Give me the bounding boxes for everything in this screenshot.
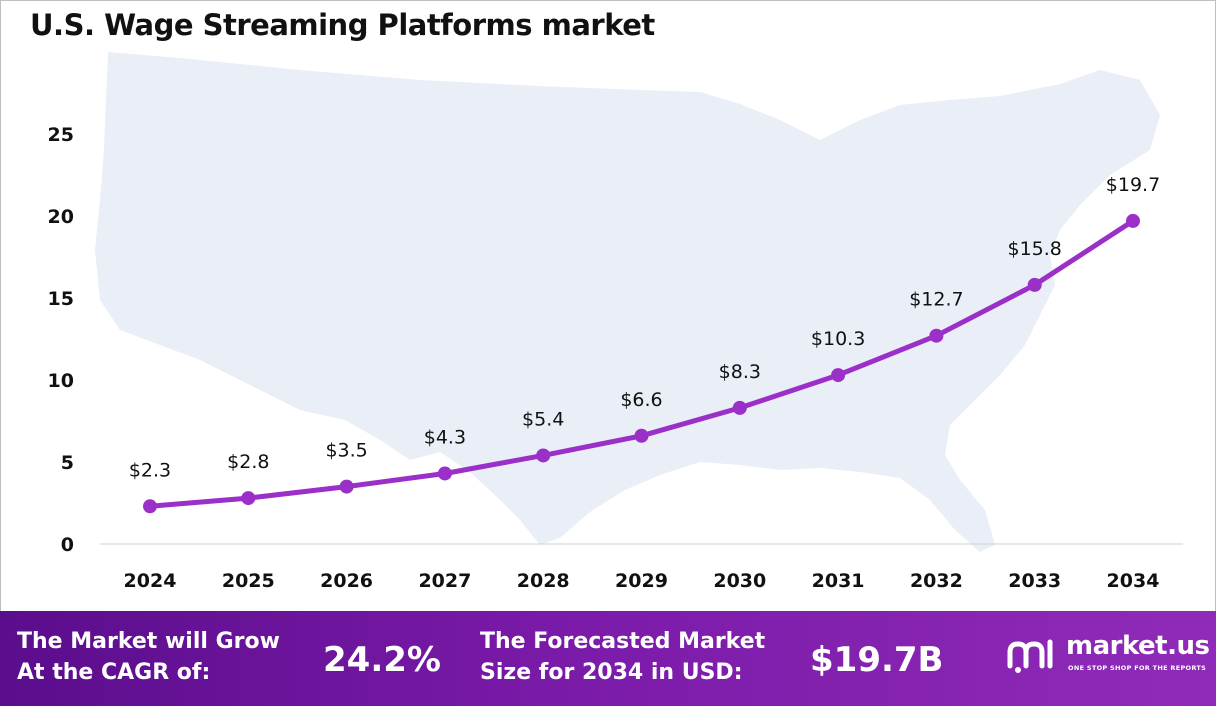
y-tick-label: 10 bbox=[48, 370, 74, 392]
y-tick-label: 5 bbox=[61, 452, 74, 474]
x-tick-label: 2026 bbox=[320, 570, 373, 592]
x-tick-label: 2031 bbox=[812, 570, 865, 592]
data-label: $12.7 bbox=[909, 289, 963, 311]
data-label: $15.8 bbox=[1007, 238, 1061, 260]
data-point bbox=[1126, 213, 1140, 228]
data-point bbox=[1027, 277, 1042, 292]
x-tick-label: 2027 bbox=[418, 570, 471, 592]
brand-name: market.us bbox=[1066, 631, 1210, 661]
data-point bbox=[929, 328, 944, 343]
data-point bbox=[437, 466, 452, 481]
data-point bbox=[634, 428, 649, 443]
y-tick-label: 25 bbox=[48, 124, 74, 146]
data-label: $10.3 bbox=[811, 328, 865, 350]
forecast-value: $19.7B bbox=[810, 640, 944, 680]
data-points bbox=[143, 213, 1140, 514]
x-tick-label: 2029 bbox=[615, 570, 668, 592]
data-label: $2.3 bbox=[129, 459, 171, 481]
y-tick-label: 20 bbox=[48, 206, 74, 228]
x-tick-label: 2033 bbox=[1008, 570, 1061, 592]
footer-banner: The Market will Grow At the CAGR of: 24.… bbox=[0, 611, 1216, 706]
x-tick-label: 2034 bbox=[1107, 570, 1160, 592]
x-tick-label: 2025 bbox=[222, 570, 275, 592]
brand-tagline: ONE STOP SHOP FOR THE REPORTS bbox=[1068, 664, 1207, 672]
market-us-logo-icon bbox=[1007, 639, 1053, 673]
x-tick-label: 2024 bbox=[124, 570, 177, 592]
data-label: $3.5 bbox=[325, 440, 367, 462]
cagr-value: 24.2% bbox=[323, 640, 441, 680]
data-label: $8.3 bbox=[719, 361, 761, 383]
data-label: $4.3 bbox=[424, 426, 466, 448]
y-tick-label: 0 bbox=[61, 534, 74, 556]
data-label: $19.7 bbox=[1106, 174, 1160, 196]
x-axis: 2024 2025 2026 2027 2028 2029 2030 2031 2032 2033… bbox=[124, 570, 1160, 592]
x-tick-label: 2030 bbox=[713, 570, 766, 592]
x-tick-label: 2028 bbox=[517, 570, 570, 592]
data-label: $2.8 bbox=[227, 451, 269, 473]
data-label: $5.4 bbox=[522, 408, 564, 430]
data-label: $6.6 bbox=[620, 389, 662, 411]
data-point bbox=[536, 448, 551, 463]
data-point bbox=[241, 491, 256, 506]
data-point bbox=[143, 499, 157, 514]
x-tick-label: 2032 bbox=[910, 570, 963, 592]
data-point bbox=[732, 400, 747, 415]
data-point bbox=[831, 368, 846, 383]
data-labels: $2.3 $2.8 $3.5 $4.3 $5.4 $6.6 $8.3 $10.3 $12.7 $1… bbox=[129, 174, 1160, 481]
y-tick-label: 15 bbox=[48, 288, 74, 310]
cagr-label: The Market will Grow At the CAGR of: bbox=[17, 629, 280, 685]
us-map-silhouette bbox=[95, 52, 1160, 552]
chart-title: U.S. Wage Streaming Platforms market bbox=[30, 8, 655, 42]
forecast-label: The Forecasted Market Size for 2034 in U… bbox=[480, 629, 766, 685]
data-point bbox=[339, 479, 354, 494]
y-axis: 0 5 10 15 20 25 bbox=[48, 124, 74, 556]
